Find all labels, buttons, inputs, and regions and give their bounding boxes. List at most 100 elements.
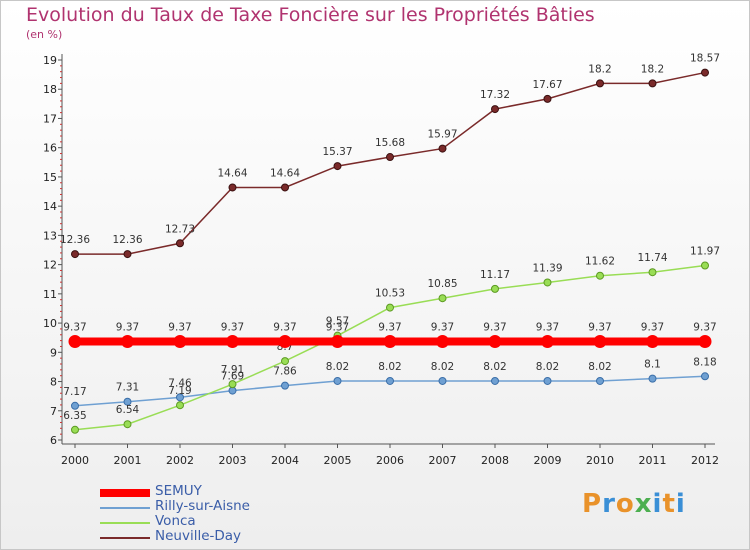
data-point [176,393,184,402]
data-label: 9.37 [378,321,401,333]
data-point [648,374,657,383]
y-tick-label: 11 [43,288,57,301]
x-tick-label: 2007 [429,454,457,467]
x-tick-label: 2003 [219,454,247,467]
data-label: 9.37 [221,321,244,333]
data-label: 15.68 [375,137,405,149]
data-label: 9.37 [588,321,611,333]
data-point [491,284,499,293]
logo-letter: r [602,489,616,519]
data-point [646,334,659,348]
legend-label: Rilly-sur-Aisne [155,498,250,514]
x-tick-label: 2008 [481,454,509,467]
data-point [333,376,342,385]
y-tick-label: 13 [43,229,57,242]
y-tick-label: 17 [43,112,57,125]
data-point [648,79,657,88]
x-tick-label: 2002 [166,454,194,467]
data-label: 11.39 [532,262,562,274]
y-tick-label: 9 [50,346,57,359]
data-label: 18.57 [690,53,720,65]
y-tick-label: 6 [50,434,57,447]
legend-label: SEMUY [155,483,202,499]
data-label: 17.32 [480,89,510,101]
data-label: 6.54 [116,404,140,416]
legend-swatch [100,507,150,509]
data-label: 8.02 [326,361,349,373]
data-label: 12.36 [112,234,142,246]
data-label: 9.57 [326,316,349,328]
data-label: 17.67 [532,79,562,91]
logo-letter: o [615,489,635,519]
data-label: 11.97 [690,245,720,257]
data-point [176,239,184,248]
data-label: 8.02 [431,361,454,373]
logo-letter: i [675,489,686,519]
logo-letter: t [662,489,676,519]
data-point [176,401,184,410]
data-point [281,357,289,366]
data-point [71,425,79,434]
data-point [386,303,394,312]
data-label: 8.18 [693,356,716,368]
data-point [698,334,712,348]
data-point [593,334,607,348]
data-label: 10.85 [427,278,457,290]
data-point [121,334,134,348]
data-label: 12.36 [60,234,90,246]
y-tick-label: 16 [43,142,57,155]
data-label: 14.64 [217,167,247,179]
data-point [491,105,499,114]
legend-swatch [100,537,150,539]
data-point [701,372,709,381]
legend-label: Neuville-Day [155,528,242,544]
x-tick-label: 2000 [61,454,89,467]
data-label: 11.74 [637,252,667,264]
data-label: 9.37 [273,321,296,333]
data-label: 9.37 [168,321,191,333]
data-label: 12.73 [165,223,195,235]
data-point [71,401,79,410]
data-label: 14.64 [270,167,300,179]
y-tick-label: 18 [43,83,57,96]
y-tick-label: 10 [43,317,57,330]
y-tick-label: 12 [43,259,57,272]
data-label: 11.62 [585,256,615,268]
data-label: 8.02 [378,361,401,373]
data-point [123,250,132,259]
data-label: 15.37 [322,146,352,158]
data-point [491,376,499,385]
data-point [701,261,709,270]
data-label: 9.37 [483,321,506,333]
data-label: 9.37 [63,321,86,333]
legend-swatch [100,522,150,524]
data-point [386,153,394,162]
data-label: 7.17 [63,386,86,398]
data-label: 9.37 [641,321,664,333]
x-tick-label: 2006 [376,454,404,467]
proxiti-logo[interactable]: Proxiti [582,489,686,519]
y-tick-label: 8 [50,376,57,389]
legend-swatch [100,489,150,497]
data-point [278,334,292,348]
data-point [71,250,79,259]
data-label: 9.37 [431,321,454,333]
data-point [648,268,657,277]
data-label: 9.37 [693,321,716,333]
y-tick-label: 15 [43,171,57,184]
x-tick-label: 2005 [324,454,352,467]
data-label: 7.19 [168,385,191,397]
data-point [123,420,132,429]
data-point [386,376,394,385]
data-point [333,162,342,171]
data-point [281,183,289,192]
data-label: 8.02 [483,361,506,373]
y-tick-label: 14 [43,200,57,213]
data-label: 10.53 [375,288,405,300]
data-label: 7.86 [273,366,297,378]
legend-label: Vonca [155,513,196,529]
data-point [438,294,447,303]
x-tick-label: 2001 [114,454,142,467]
data-point [123,397,132,406]
